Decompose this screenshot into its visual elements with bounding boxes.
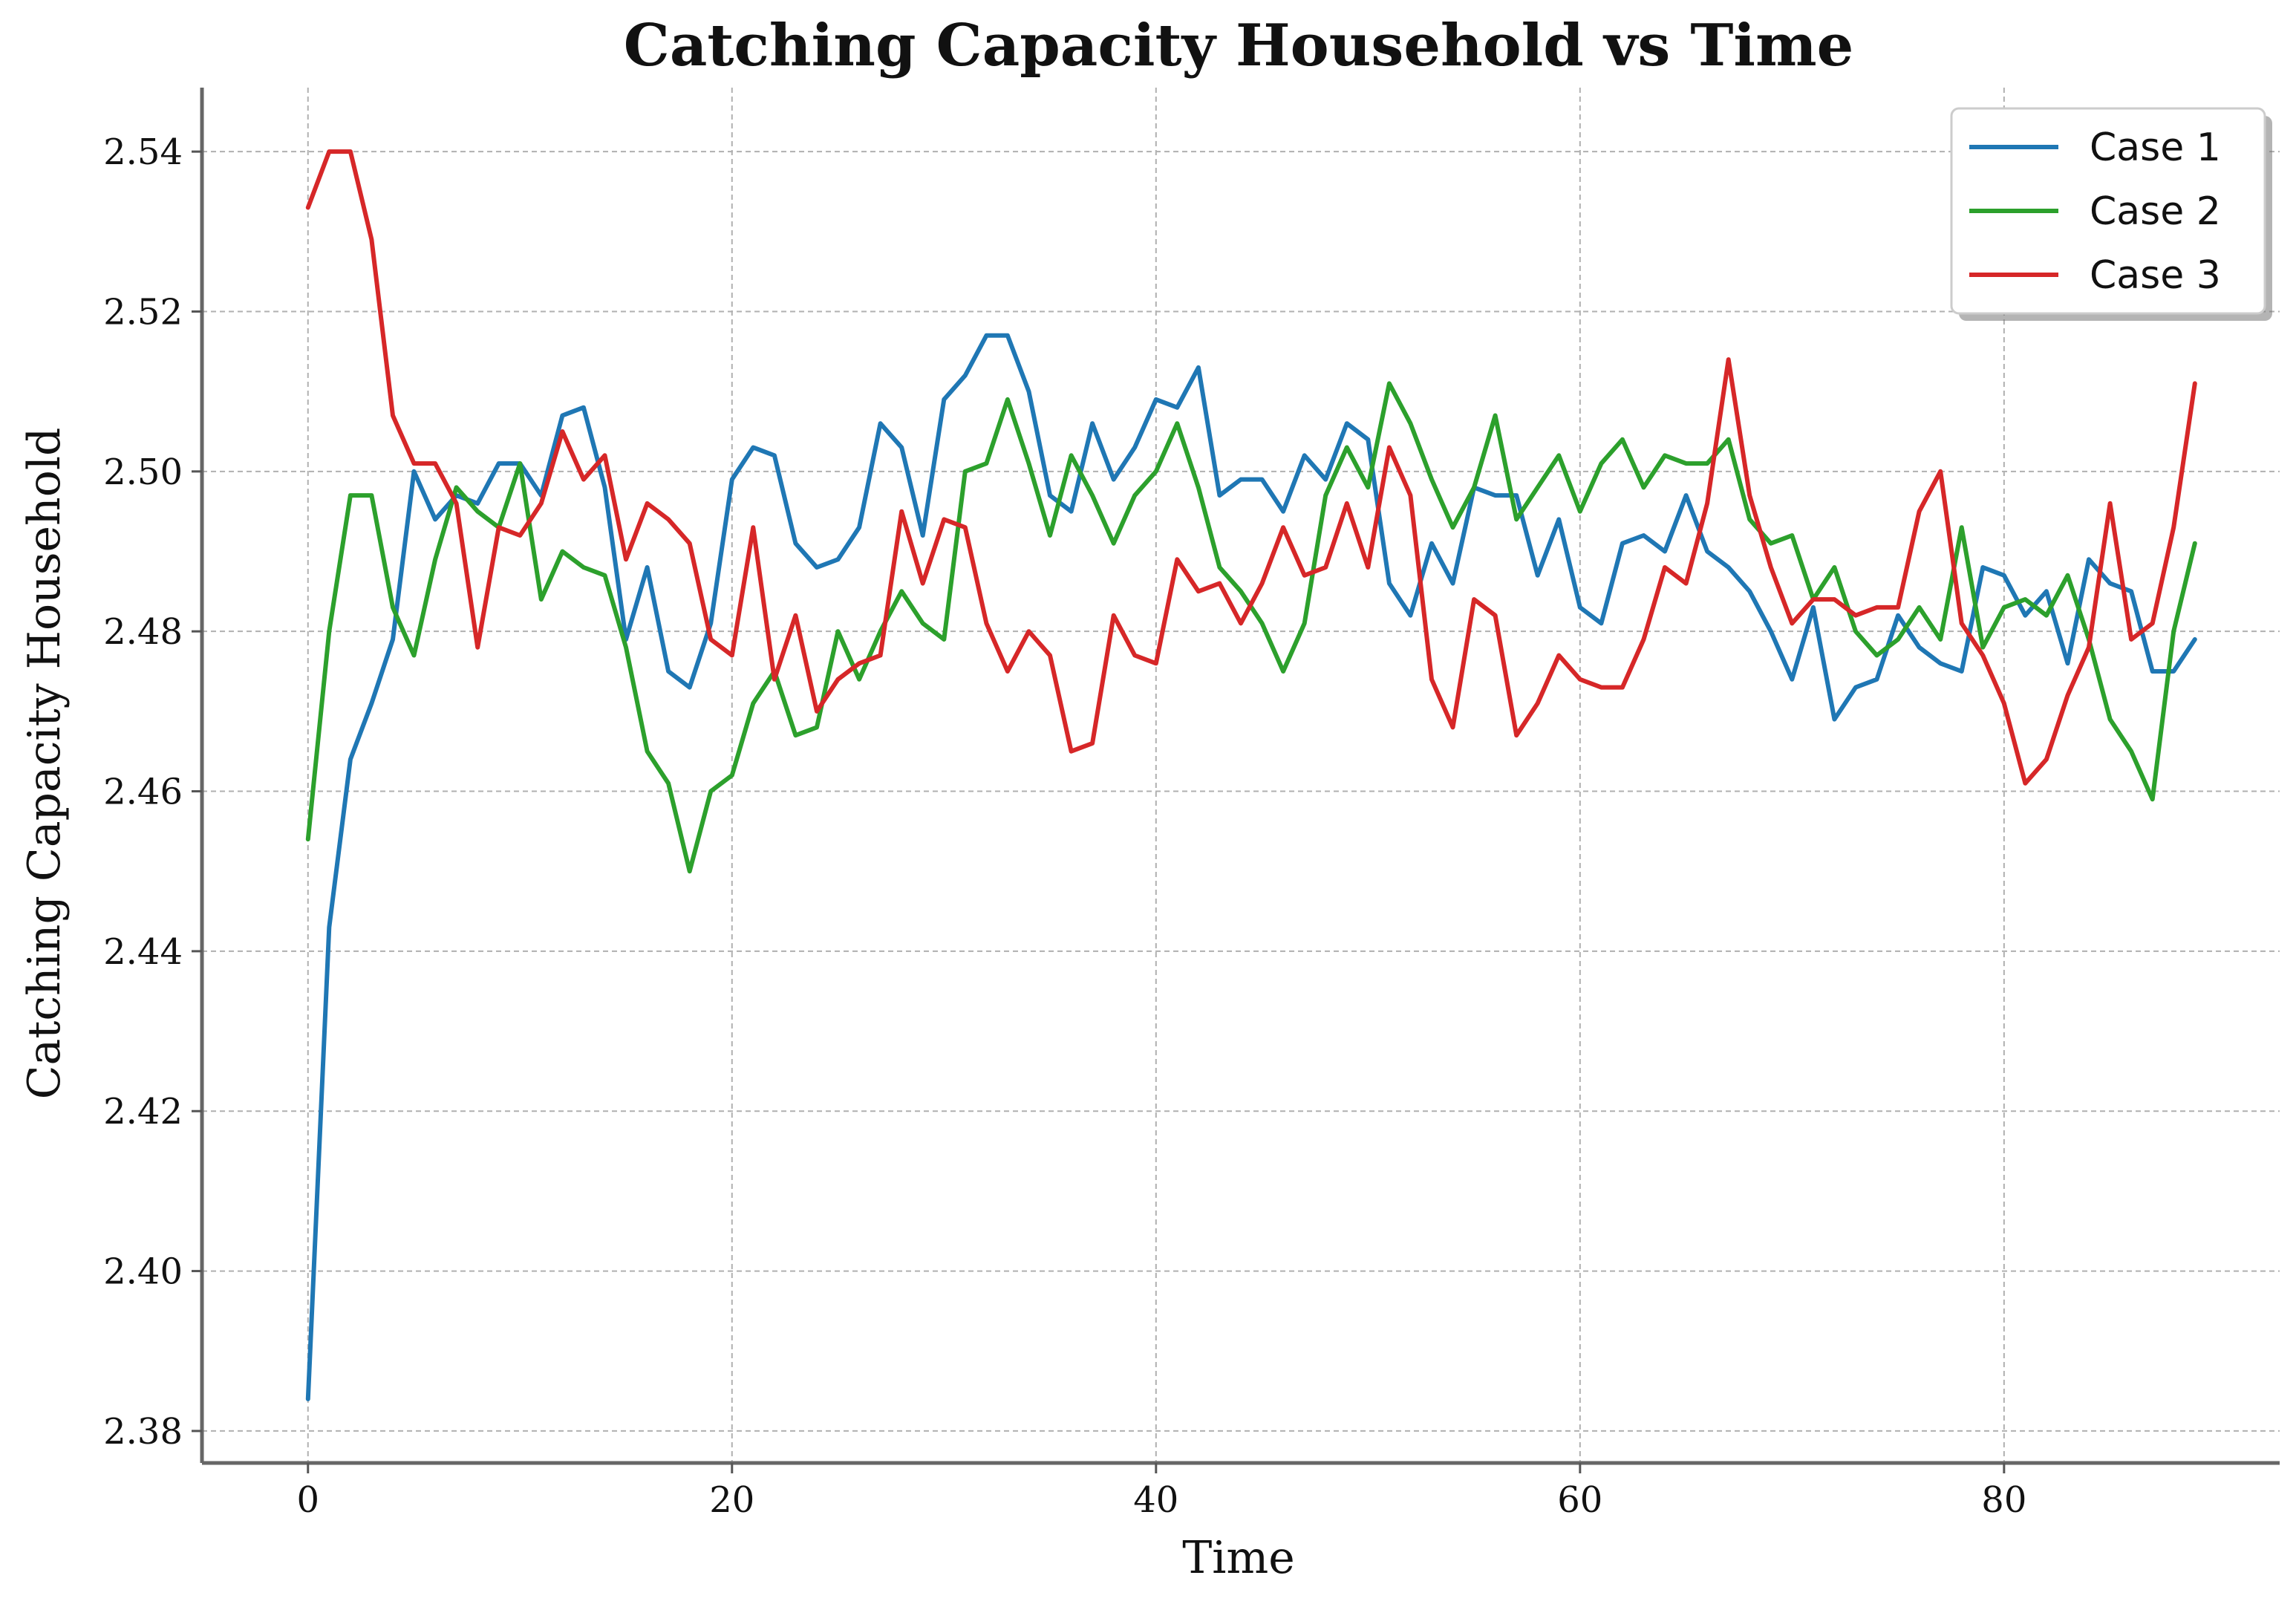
legend-box (1950, 107, 2266, 315)
x-tick-label: 80 (1981, 1479, 2026, 1521)
series-line-case-3 (305, 149, 2197, 786)
x-tick-label: 0 (296, 1479, 319, 1521)
axes (200, 88, 2280, 1465)
x-tick-label: 60 (1557, 1479, 1602, 1521)
legend: Case 1 Case 2 Case 3 (1950, 107, 2272, 321)
y-tick-label: 2.42 (103, 1091, 183, 1132)
legend-label: Case 3 (2090, 253, 2221, 298)
y-tick-label: 2.52 (103, 291, 183, 333)
y-tick-label: 2.54 (103, 131, 183, 173)
y-tick-label: 2.38 (103, 1411, 183, 1453)
y-tick-label: 2.44 (103, 931, 183, 973)
y-tick-label: 2.48 (103, 611, 183, 653)
x-tick-label: 20 (709, 1479, 754, 1521)
y-axis-label: Catching Capacity Household (19, 428, 71, 1100)
series-line-case-1 (305, 333, 2197, 1401)
x-axis-label: Time (1182, 1532, 1295, 1584)
series-lines (305, 149, 2197, 1401)
y-tick-label: 2.50 (103, 452, 183, 493)
legend-label: Case 1 (2090, 126, 2221, 170)
tick-marks: 0 20 40 60 80 2.38 2.40 2.42 2.44 2.46 2.48 2.50 2.5… (103, 131, 2026, 1521)
y-tick-label: 2.46 (103, 772, 183, 813)
y-tick-label: 2.40 (103, 1251, 183, 1293)
chart-title: Catching Capacity Household vs Time (624, 12, 1853, 79)
legend-label: Case 2 (2090, 189, 2221, 234)
x-tick-label: 40 (1133, 1479, 1178, 1521)
